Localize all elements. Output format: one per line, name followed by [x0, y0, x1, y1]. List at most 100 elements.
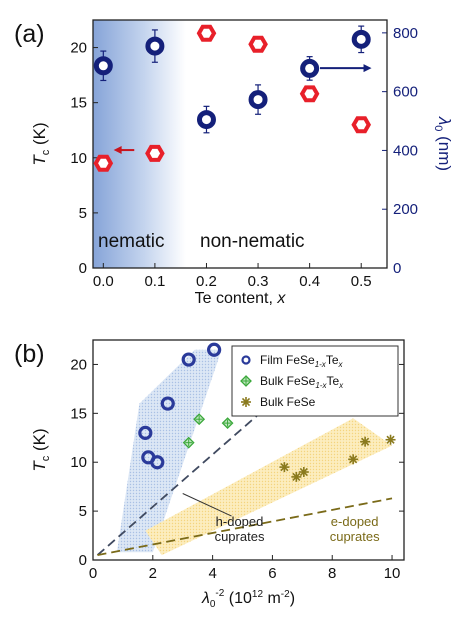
y-right-tick-label: 400	[393, 142, 418, 159]
film-fesete-point	[150, 455, 165, 470]
film-fesete-point	[138, 425, 153, 440]
x-tick-label: 4	[208, 565, 216, 582]
legend-marker-bulk-fese	[241, 397, 251, 407]
x-tick-label: 8	[328, 565, 336, 582]
panel-a-ylabel-unit: (K)	[30, 122, 49, 149]
x-tick-label: 0.5	[351, 273, 372, 290]
x-tick-label: 10	[384, 565, 401, 582]
b-xlabel-unit-sup: 12	[252, 589, 264, 600]
tc-hexagon-point	[351, 116, 372, 134]
panel-a-ylabel-r-sub: 0	[432, 125, 444, 131]
legend-bulk-mid: Te	[326, 374, 339, 388]
legend-label-bulk-fesete: Bulk FeSe1-xTex	[260, 374, 344, 390]
y-left-tick-label: 5	[79, 205, 87, 222]
b-xlabel-unit-sup2: -2	[281, 589, 290, 600]
bulk-fesete-point	[193, 413, 206, 426]
panel-b-ticks: 0 2 4 6 8 10 0 5 10 15 20	[70, 356, 404, 582]
panel-b-lines	[96, 406, 393, 556]
bulk-fese-point	[279, 462, 290, 473]
x-tick-label: 0.3	[248, 273, 269, 290]
panel-b-legend: Film FeSe1-xTex Bulk FeSe1-xTex Bulk FeS…	[231, 345, 399, 417]
tc-hexagon-point	[93, 154, 114, 172]
b-xlabel-unit-end: m	[263, 590, 281, 607]
y-left-tick-label: 20	[70, 40, 87, 57]
asterisk-stroke	[299, 467, 308, 477]
panel-a-x-axis-label: Te content, x	[195, 290, 287, 307]
y-right-tick-label: 0	[393, 260, 401, 277]
legend-box	[231, 345, 399, 417]
legend-label-film: Film FeSe1-xTex	[260, 353, 344, 369]
e-doped-cuprates-line	[97, 497, 393, 556]
panel-b-marks	[138, 342, 396, 482]
legend-bulk-fese-prefix: Bulk FeSe	[260, 395, 316, 409]
panel-a-frame	[92, 19, 388, 269]
panel-a-marks	[93, 24, 372, 172]
x-tick-label: 0.0	[93, 273, 114, 290]
legend-film-prefix: Film FeSe	[260, 353, 315, 367]
x-tick-label: 0.4	[299, 273, 320, 290]
panel-a-xlabel-text: Te content,	[195, 290, 278, 307]
y-right-tick-label: 800	[393, 25, 418, 42]
panel-a-label: (a)	[14, 20, 45, 48]
y-left-tick-label: 10	[70, 150, 87, 167]
non-nematic-label: non-nematic	[200, 231, 305, 252]
film-fesete-point	[160, 396, 175, 411]
legend-items	[240, 355, 252, 407]
panel-a-right-y-axis-label: λ0 (nm)	[432, 116, 454, 171]
panel-a-ylabel-r-var: λ	[435, 116, 454, 125]
legend-bulk-prefix: Bulk FeSe	[260, 374, 316, 388]
bulk-fese-point	[291, 471, 302, 482]
film-band	[116, 349, 222, 553]
arrow-head	[113, 146, 122, 155]
panel-b-y-axis-label: Tc (K)	[30, 428, 52, 471]
legend-bulk-sub2: x	[338, 381, 344, 390]
y-tick-label: 20	[70, 356, 87, 373]
lambda-circle-point	[93, 56, 113, 76]
b-xlabel-unit: (10	[224, 590, 252, 607]
asterisk-stroke	[280, 463, 289, 472]
y-right-tick-label: 200	[393, 201, 418, 218]
bulk-fesete-point	[221, 417, 234, 430]
panel-b-label: (b)	[14, 340, 45, 368]
b-ylabel-sub: c	[40, 455, 52, 461]
panel-b-x-axis-label: λ0-2 (1012 m-2)	[201, 588, 295, 610]
panel-b-frame	[92, 339, 405, 561]
b-ylabel-unit: (K)	[30, 428, 49, 455]
x-tick-label: 2	[149, 565, 157, 582]
nematic-label: nematic	[98, 231, 165, 252]
b-xlabel-close: )	[290, 590, 295, 607]
lambda-circle-point	[300, 58, 320, 78]
y-left-tick-label: 15	[70, 95, 87, 112]
bulk-fesete-point	[182, 436, 195, 449]
legend-film-sub2: x	[338, 360, 344, 369]
b-xlabel-var: λ	[201, 590, 210, 607]
y-left-tick-label: 0	[79, 260, 87, 277]
b-xlabel-sup: -2	[215, 588, 224, 599]
h-doped-cuprates-line	[96, 406, 268, 556]
bulk-fese-point	[385, 434, 396, 445]
panel-a-ylabel-r-unit: (nm)	[435, 131, 454, 171]
panel-a-left-y-axis-label: Tc (K)	[30, 122, 52, 165]
tc-hexagon-point	[299, 85, 320, 103]
e-doped-cuprates-label: e-doped	[331, 514, 379, 529]
h-doped-cuprates-label: cuprates	[215, 529, 265, 544]
x-tick-label: 0	[89, 565, 97, 582]
panel-a-ylabel-var: T	[30, 154, 49, 166]
lambda-circle-point	[351, 29, 371, 49]
tc-hexagon-point	[196, 24, 217, 42]
y-tick-label: 0	[79, 552, 87, 569]
bulk-band	[145, 418, 392, 556]
y-tick-label: 15	[70, 405, 87, 422]
asterisk-stroke	[349, 455, 358, 464]
b-xlabel-sub: 0	[210, 599, 216, 610]
lambda-circle-point	[248, 90, 268, 110]
legend-marker-film	[241, 355, 251, 365]
lambda-circle-point	[196, 110, 216, 130]
h-doped-cuprates-label: h-doped	[216, 514, 264, 529]
e-doped-cuprates-label: cuprates	[330, 529, 380, 544]
asterisk-stroke	[386, 435, 395, 444]
film-fesete-point	[207, 342, 222, 357]
